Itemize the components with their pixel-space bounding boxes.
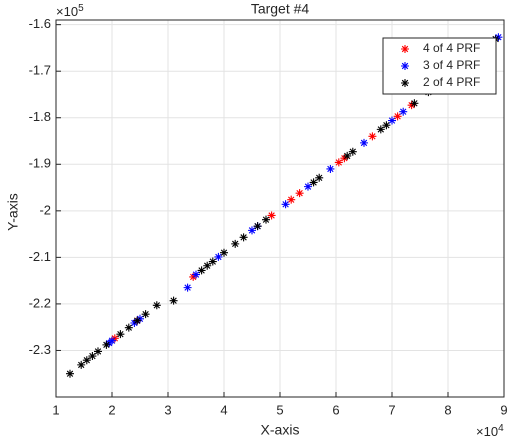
plot-frame bbox=[55, 19, 505, 398]
y-tick-label: -1.8 bbox=[29, 109, 51, 124]
data-point bbox=[399, 107, 408, 116]
data-point bbox=[348, 147, 357, 156]
y-tick-label: -1.9 bbox=[29, 156, 51, 171]
data-point bbox=[133, 316, 142, 325]
y-multiplier-exponent: 5 bbox=[78, 3, 84, 14]
legend-label: 3 of 4 PRF bbox=[423, 58, 480, 72]
x-tick-label: 1 bbox=[52, 402, 59, 417]
data-point bbox=[248, 226, 256, 235]
data-point bbox=[197, 266, 206, 275]
y-tick-label: -2.3 bbox=[29, 342, 51, 357]
x-tick-label: 7 bbox=[388, 402, 395, 417]
legend-label: 4 of 4 PRF bbox=[423, 41, 480, 55]
data-point bbox=[94, 347, 102, 356]
data-point bbox=[388, 116, 396, 125]
data-point bbox=[281, 200, 290, 209]
data-point bbox=[208, 257, 217, 266]
data-point bbox=[141, 310, 150, 319]
data-point bbox=[82, 356, 91, 365]
x-tick-label: 5 bbox=[276, 402, 283, 417]
data-point bbox=[368, 132, 377, 141]
data-point bbox=[102, 340, 111, 349]
y-tick-label: -1.6 bbox=[29, 16, 51, 31]
data-point bbox=[231, 239, 240, 248]
data-point bbox=[108, 336, 116, 345]
y-tick-label: -2 bbox=[39, 202, 51, 217]
x-tick-label: 6 bbox=[332, 402, 339, 417]
data-point bbox=[287, 195, 296, 204]
data-point bbox=[183, 283, 192, 292]
data-point bbox=[220, 248, 228, 257]
data-point bbox=[382, 121, 391, 130]
x-tick-label: 9 bbox=[500, 402, 507, 417]
data-point bbox=[136, 314, 144, 323]
x-tick-label: 8 bbox=[444, 402, 451, 417]
x-tick-label: 4 bbox=[220, 402, 227, 417]
data-point bbox=[334, 158, 343, 167]
data-point bbox=[262, 215, 270, 224]
legend-label: 2 of 4 PRF bbox=[423, 75, 480, 89]
data-point bbox=[343, 151, 352, 160]
data-point bbox=[66, 369, 74, 378]
data-point bbox=[376, 125, 385, 134]
data-point bbox=[315, 173, 324, 182]
y-tick-label: -2.1 bbox=[29, 249, 51, 264]
data-point bbox=[410, 99, 419, 108]
data-point bbox=[116, 330, 125, 339]
data-point bbox=[152, 301, 161, 310]
data-point bbox=[309, 178, 318, 187]
data-point bbox=[304, 182, 312, 191]
y-multiplier: ×105 bbox=[56, 3, 84, 20]
data-point bbox=[203, 261, 212, 270]
y-multiplier-base: ×10 bbox=[56, 4, 78, 19]
data-point bbox=[360, 138, 368, 147]
x-axis-label: X-axis bbox=[261, 422, 300, 438]
data-point bbox=[124, 323, 133, 332]
data-point bbox=[253, 222, 262, 231]
legend-marker bbox=[401, 45, 409, 53]
chart-title: Target #4 bbox=[251, 1, 310, 17]
data-point bbox=[169, 296, 178, 305]
data-point bbox=[239, 233, 248, 242]
data-point bbox=[214, 252, 223, 261]
x-tick-label: 3 bbox=[164, 402, 171, 417]
y-tick-label: -1.7 bbox=[29, 63, 51, 78]
data-point bbox=[267, 211, 276, 220]
data-point bbox=[494, 33, 503, 42]
data-point bbox=[192, 270, 200, 279]
data-point bbox=[88, 352, 97, 361]
data-point bbox=[326, 164, 335, 173]
data-point bbox=[407, 101, 416, 110]
x-multiplier: ×104 bbox=[476, 423, 504, 440]
data-point bbox=[393, 112, 402, 121]
x-multiplier-exponent: 4 bbox=[498, 423, 504, 434]
y-tick-label: -2.2 bbox=[29, 295, 51, 310]
data-point bbox=[77, 360, 86, 369]
x-multiplier-base: ×10 bbox=[476, 424, 498, 439]
legend-marker bbox=[401, 62, 409, 70]
legend-marker bbox=[401, 79, 409, 87]
y-axis-label: Y-axis bbox=[5, 193, 21, 231]
data-point bbox=[295, 189, 304, 198]
x-tick-label: 2 bbox=[108, 402, 115, 417]
